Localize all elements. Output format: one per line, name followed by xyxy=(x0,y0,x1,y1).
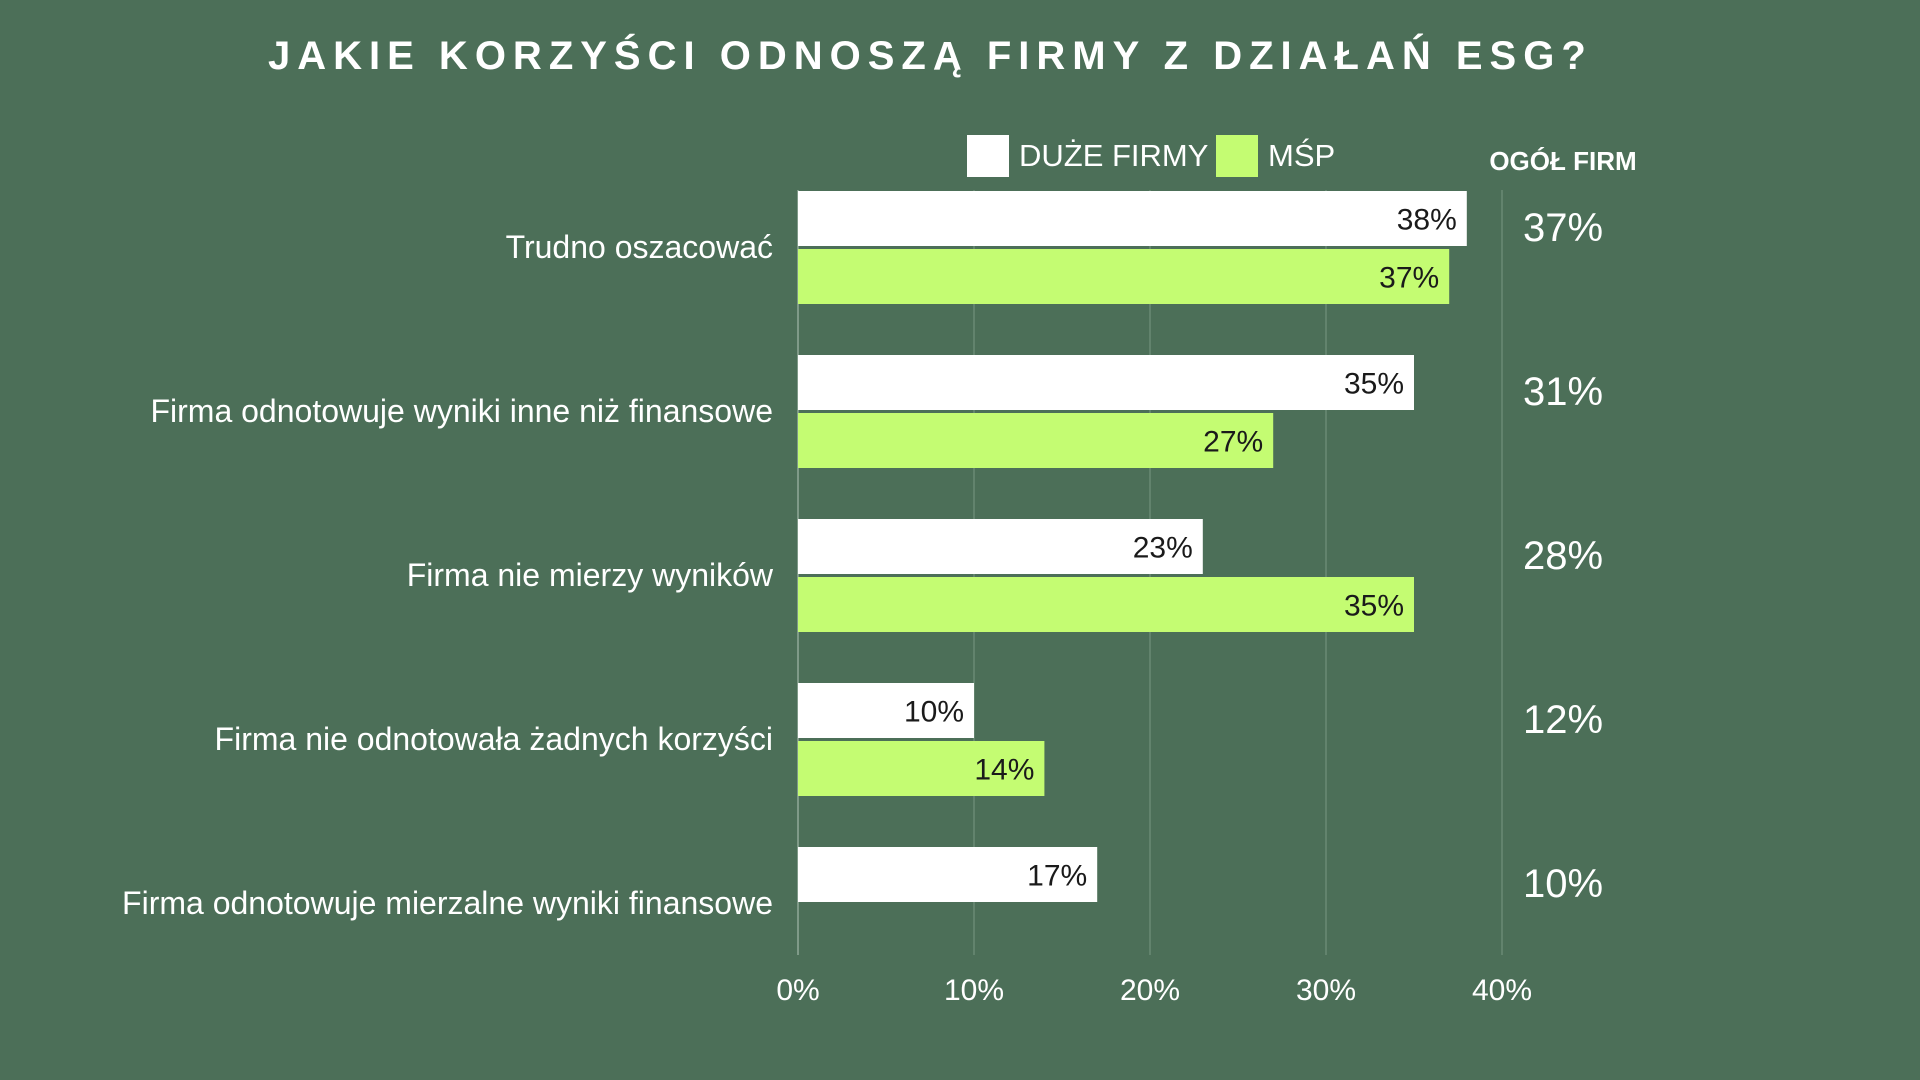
bar-value-label: 23% xyxy=(1133,532,1193,565)
legend-swatch-large-firms xyxy=(967,135,1009,177)
bar-value-label: 35% xyxy=(1344,590,1404,623)
legend-label-large-firms: DUŻE FIRMY xyxy=(1019,138,1209,173)
bar-value-label: 35% xyxy=(1344,368,1404,401)
category-label: Firma nie odnotowała żadnych korzyści xyxy=(215,721,773,757)
category-label: Firma nie mierzy wyników xyxy=(407,557,774,593)
bar-value-label: 37% xyxy=(1379,262,1439,295)
bar-value-label: 38% xyxy=(1397,204,1457,237)
category-label: Trudno oszacować xyxy=(506,229,773,265)
total-value: 37% xyxy=(1523,206,1603,250)
totals-header: OGÓŁ FIRM xyxy=(1489,146,1637,176)
bar-value-label: 10% xyxy=(904,696,964,729)
x-tick-label: 40% xyxy=(1472,974,1532,1007)
legend-label-sme: MŚP xyxy=(1268,138,1336,173)
x-tick-label: 0% xyxy=(776,974,819,1007)
total-value: 12% xyxy=(1523,698,1603,742)
category-label: Firma odnotowuje mierzalne wyniki finans… xyxy=(122,885,773,921)
total-value: 10% xyxy=(1523,862,1603,906)
legend-swatch-sme xyxy=(1216,135,1258,177)
category-label: Firma odnotowuje wyniki inne niż finanso… xyxy=(150,393,773,429)
bar xyxy=(798,519,1203,574)
total-value: 28% xyxy=(1523,534,1603,578)
legend-item-sme: MŚP xyxy=(1216,135,1335,177)
bar xyxy=(798,249,1450,304)
x-tick-label: 20% xyxy=(1120,974,1180,1007)
legend-item-large-firms: DUŻE FIRMY xyxy=(967,135,1208,177)
bar xyxy=(798,741,1045,796)
bar xyxy=(798,847,1098,902)
bar-value-label: 14% xyxy=(974,754,1034,787)
bar xyxy=(798,355,1414,410)
x-tick-label: 10% xyxy=(944,974,1004,1007)
chart-title: JAKIE KORZYŚCI ODNOSZĄ FIRMY Z DZIAŁAŃ E… xyxy=(268,34,1593,78)
total-value: 31% xyxy=(1523,370,1603,414)
bar-value-label: 17% xyxy=(1027,860,1087,893)
x-tick-label: 30% xyxy=(1296,974,1356,1007)
bar xyxy=(798,191,1467,246)
bar xyxy=(798,683,974,738)
bar xyxy=(798,577,1414,632)
bar-value-label: 27% xyxy=(1203,426,1263,459)
bar xyxy=(798,413,1274,468)
